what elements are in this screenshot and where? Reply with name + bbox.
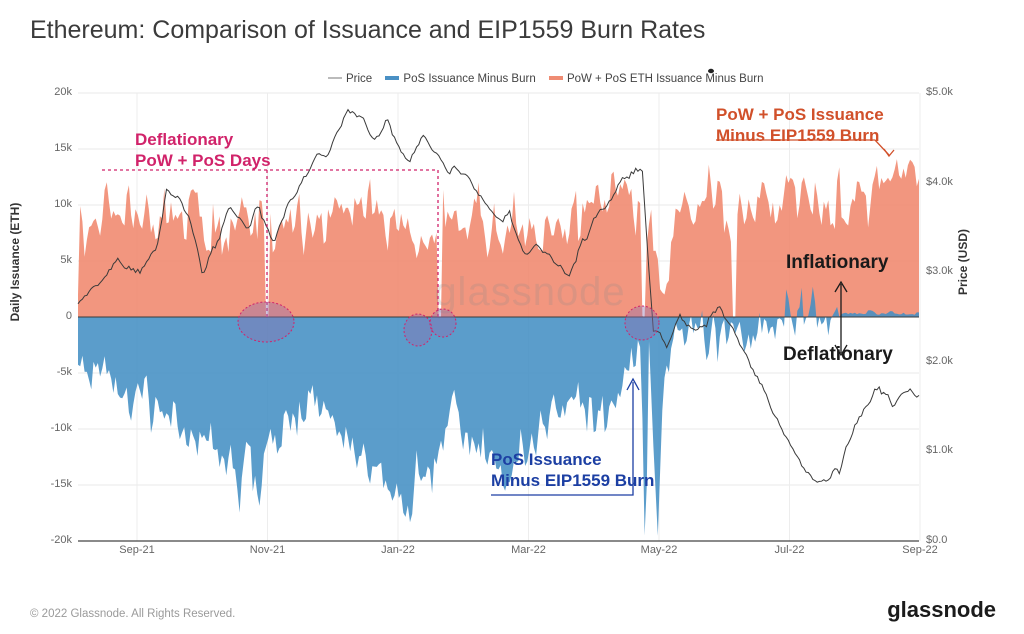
svg-text:glassnode: glassnode: [434, 270, 625, 314]
